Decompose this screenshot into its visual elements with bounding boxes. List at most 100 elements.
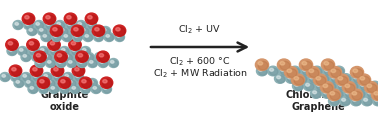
Ellipse shape (57, 23, 60, 26)
Ellipse shape (29, 29, 37, 36)
Ellipse shape (54, 35, 57, 38)
Ellipse shape (110, 61, 114, 64)
Ellipse shape (94, 53, 104, 62)
Ellipse shape (96, 55, 104, 62)
Ellipse shape (375, 98, 378, 101)
Ellipse shape (115, 33, 124, 42)
Ellipse shape (82, 49, 90, 56)
Ellipse shape (68, 81, 76, 87)
Ellipse shape (116, 35, 120, 38)
Ellipse shape (56, 79, 66, 88)
Ellipse shape (50, 26, 63, 37)
Ellipse shape (74, 28, 83, 36)
Ellipse shape (12, 68, 21, 76)
Ellipse shape (75, 68, 79, 71)
Ellipse shape (299, 60, 313, 71)
Ellipse shape (330, 92, 335, 95)
Ellipse shape (23, 21, 34, 30)
Ellipse shape (50, 42, 55, 46)
Ellipse shape (92, 26, 105, 37)
Ellipse shape (75, 68, 84, 76)
Ellipse shape (323, 84, 328, 88)
Ellipse shape (71, 26, 84, 37)
Ellipse shape (104, 87, 111, 93)
Ellipse shape (42, 73, 52, 82)
Ellipse shape (59, 85, 70, 94)
Ellipse shape (368, 91, 372, 94)
Ellipse shape (303, 69, 311, 76)
Ellipse shape (350, 67, 364, 78)
Ellipse shape (54, 55, 58, 58)
Ellipse shape (339, 84, 342, 87)
Ellipse shape (372, 89, 378, 101)
Ellipse shape (288, 76, 296, 83)
Ellipse shape (21, 73, 31, 82)
Ellipse shape (39, 29, 47, 36)
Ellipse shape (68, 23, 75, 30)
Ellipse shape (99, 54, 108, 62)
Ellipse shape (284, 67, 297, 78)
Ellipse shape (6, 40, 18, 51)
Ellipse shape (328, 67, 342, 78)
Ellipse shape (313, 91, 316, 94)
Ellipse shape (55, 52, 67, 63)
Ellipse shape (331, 98, 339, 105)
Ellipse shape (61, 80, 70, 88)
Ellipse shape (46, 23, 54, 30)
Ellipse shape (343, 76, 351, 83)
Ellipse shape (344, 89, 355, 98)
Ellipse shape (352, 92, 357, 95)
Ellipse shape (54, 55, 62, 62)
Ellipse shape (108, 59, 118, 68)
Ellipse shape (20, 49, 27, 56)
Ellipse shape (48, 61, 51, 64)
Ellipse shape (78, 23, 82, 26)
Ellipse shape (56, 59, 66, 68)
Ellipse shape (37, 61, 45, 67)
Ellipse shape (82, 49, 86, 52)
Ellipse shape (25, 79, 34, 88)
Ellipse shape (62, 33, 72, 42)
Ellipse shape (12, 75, 16, 78)
Ellipse shape (35, 79, 45, 88)
Ellipse shape (88, 23, 96, 30)
Ellipse shape (40, 80, 44, 83)
Ellipse shape (93, 87, 101, 93)
Ellipse shape (33, 68, 42, 76)
Ellipse shape (71, 29, 79, 36)
Ellipse shape (310, 76, 313, 79)
Ellipse shape (45, 21, 54, 30)
Ellipse shape (345, 84, 350, 88)
Ellipse shape (53, 53, 62, 62)
Ellipse shape (31, 73, 42, 82)
Ellipse shape (325, 69, 328, 72)
Ellipse shape (347, 82, 358, 91)
Ellipse shape (82, 29, 85, 32)
Ellipse shape (374, 92, 378, 95)
Ellipse shape (51, 66, 64, 77)
Ellipse shape (314, 82, 325, 91)
Ellipse shape (36, 54, 40, 57)
Ellipse shape (40, 49, 48, 56)
Ellipse shape (342, 82, 356, 93)
Ellipse shape (316, 77, 321, 80)
Ellipse shape (11, 73, 20, 82)
Ellipse shape (64, 35, 68, 38)
Ellipse shape (99, 54, 104, 57)
Ellipse shape (27, 27, 37, 36)
Ellipse shape (34, 75, 41, 81)
Ellipse shape (82, 29, 89, 36)
Ellipse shape (331, 98, 335, 101)
Ellipse shape (90, 61, 97, 67)
Ellipse shape (372, 96, 378, 106)
Ellipse shape (372, 84, 376, 87)
Ellipse shape (85, 14, 98, 25)
Ellipse shape (102, 29, 106, 32)
Ellipse shape (43, 14, 56, 25)
Ellipse shape (324, 62, 334, 70)
Ellipse shape (54, 75, 62, 81)
Text: Chlorinated
Graphene: Chlorinated Graphene (286, 90, 350, 111)
Ellipse shape (25, 23, 29, 26)
Ellipse shape (12, 68, 16, 71)
Ellipse shape (321, 82, 334, 93)
